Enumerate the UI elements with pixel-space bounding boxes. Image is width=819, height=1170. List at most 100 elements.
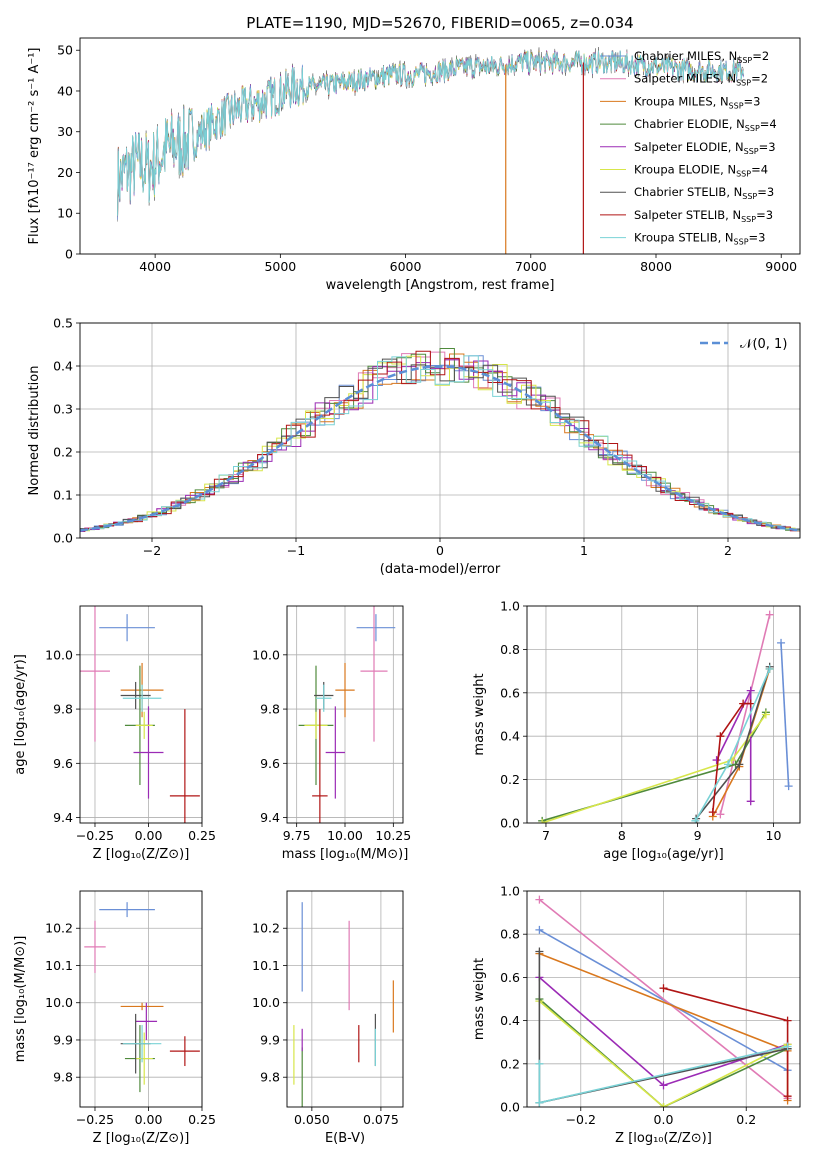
- weight-marker: [735, 760, 744, 769]
- y-tick-label: 0.4: [500, 1013, 520, 1028]
- weight-marker: [535, 925, 544, 934]
- x-tick-label: −0.25: [76, 1112, 114, 1127]
- weight-marker: [746, 699, 755, 708]
- y-tick-label: 0.0: [500, 816, 520, 831]
- y-tick-label: 40: [57, 83, 73, 98]
- panel-5: −0.25 0.00 0.25 9.8 9.9 10.0 10.1 10.2 Z [log₁₀(…: [13, 890, 216, 1146]
- x-tick-label: 0.2: [736, 1112, 756, 1127]
- y-tick-label: 0.4: [53, 359, 73, 374]
- legend-entry: Salpeter ELODIE, NSSP=3: [634, 140, 776, 156]
- x-tick-label: 9000: [765, 259, 797, 274]
- y-tick-label: 10.1: [252, 958, 280, 973]
- panel-0: 4000 5000 6000 7000 8000 9000 0 10 20 30 40 50 wavel…: [27, 37, 801, 293]
- x-axis-label: Z [log₁₀(Z/Z⊙)]: [93, 1131, 190, 1146]
- panel-4: 7 8 9 10 0.0 0.2 0.4 0.6 0.8 1.0 age [log₁₀(age/yr…: [472, 599, 801, 862]
- plot-area: [535, 895, 792, 1107]
- weight-line: [780, 642, 790, 787]
- y-tick-label: 0.2: [500, 1056, 520, 1071]
- axes-frame: [286, 890, 404, 1108]
- y-tick-label: 9.8: [53, 702, 73, 717]
- legend-entry: Kroupa MILES, NSSP=3: [634, 94, 760, 110]
- axes-frame: [79, 37, 801, 255]
- figure-title: PLATE=1190, MJD=52670, FIBERID=0065, z=0…: [246, 14, 633, 32]
- x-tick-label: 0.25: [188, 828, 216, 843]
- legend-entry: Chabrier MILES, NSSP=2: [634, 49, 769, 65]
- x-tick-label: 0.075: [363, 1112, 399, 1127]
- y-tick-label: 10.2: [252, 921, 280, 936]
- panel-2: −0.25 0.00 0.25 9.4 9.6 9.8 10.0 Z [log₁₀(Z/Z⊙)…: [13, 605, 216, 862]
- x-tick-label: 9.75: [283, 828, 311, 843]
- axes-frame: [79, 605, 203, 824]
- x-tick-label: 10.25: [375, 828, 411, 843]
- panel-3: 9.75 10.00 10.25 9.4 9.6 9.8 10.0 mass [log₁₀(M…: [252, 605, 411, 862]
- weight-marker: [691, 816, 700, 823]
- plot-area: [117, 46, 744, 254]
- y-tick-label: 0.8: [500, 927, 520, 942]
- legend-entry: Salpeter MILES, NSSP=2: [634, 72, 768, 88]
- y-tick-label: 50: [57, 43, 73, 58]
- weight-marker: [783, 1016, 792, 1025]
- y-tick-label: 10.0: [45, 995, 73, 1010]
- weight-line: [539, 929, 788, 1071]
- x-axis-label: E(B-V): [325, 1131, 365, 1146]
- y-tick-label: 0.8: [500, 642, 520, 657]
- y-tick-label: 30: [57, 124, 73, 139]
- weight-marker: [723, 760, 732, 769]
- x-tick-label: 0.00: [135, 828, 163, 843]
- x-tick-label: 7: [542, 828, 550, 843]
- y-axis-label: age [log₁₀(age/yr)]: [13, 654, 28, 775]
- spectrum-line: [117, 50, 744, 216]
- panel-6: 0.050 0.075 9.8 9.9 10.0 10.1 10.2 E(B-V): [252, 890, 404, 1146]
- y-tick-label: 9.9: [260, 1032, 280, 1047]
- x-tick-label: 9: [694, 828, 702, 843]
- legend-entry: Chabrier ELODIE, NSSP=4: [634, 117, 777, 133]
- x-tick-label: 0: [436, 543, 444, 558]
- y-tick-label: 10.2: [45, 921, 73, 936]
- weight-marker: [659, 1081, 668, 1090]
- x-axis-label: wavelength [Angstrom, rest frame]: [326, 278, 555, 293]
- y-tick-label: 9.6: [53, 756, 73, 771]
- y-tick-label: 9.4: [260, 810, 280, 825]
- weight-marker: [535, 1098, 544, 1107]
- weight-marker: [535, 947, 544, 956]
- weight-marker: [535, 1059, 544, 1068]
- y-tick-label: 0.5: [53, 316, 73, 331]
- x-tick-label: 4000: [139, 259, 171, 274]
- panel-7: −0.2 0.0 0.2 0.0 0.2 0.4 0.6 0.8 1.0 Z [log₁₀(Z/Z…: [472, 884, 801, 1146]
- y-tick-label: 10: [57, 206, 73, 221]
- x-tick-label: 10: [766, 828, 782, 843]
- y-tick-label: 9.8: [53, 1070, 73, 1085]
- weight-marker: [746, 797, 755, 806]
- y-tick-label: 0.6: [500, 685, 520, 700]
- weight-marker: [777, 638, 786, 647]
- x-tick-label: 6000: [390, 259, 422, 274]
- weight-marker: [765, 664, 774, 673]
- x-tick-label: 1: [580, 543, 588, 558]
- x-axis-label: age [log₁₀(age/yr)]: [603, 847, 724, 862]
- y-tick-label: 0: [65, 247, 73, 262]
- y-axis-label: Normed distribution: [27, 366, 42, 496]
- weight-marker: [716, 732, 725, 741]
- x-tick-label: 0.0: [654, 1112, 674, 1127]
- legend-entry: Kroupa ELODIE, NSSP=4: [634, 163, 768, 179]
- x-axis-label: Z [log₁₀(Z/Z⊙)]: [93, 847, 190, 862]
- plot-area: [80, 606, 200, 823]
- y-axis-label: mass weight: [472, 673, 487, 755]
- y-tick-label: 0.6: [500, 970, 520, 985]
- y-tick-label: 1.0: [500, 884, 520, 899]
- legend-entry: Chabrier STELIB, NSSP=3: [634, 185, 774, 201]
- weight-marker: [712, 756, 721, 765]
- weight-marker: [746, 686, 755, 695]
- y-tick-label: 0.1: [53, 488, 73, 503]
- plot-area: [80, 348, 800, 533]
- x-tick-label: −1: [287, 543, 305, 558]
- x-tick-label: 2: [724, 543, 732, 558]
- y-tick-label: 0.2: [53, 445, 73, 460]
- y-tick-label: 10.0: [45, 647, 73, 662]
- y-tick-label: 1.0: [500, 599, 520, 614]
- x-axis-label: (data-model)/error: [380, 562, 501, 577]
- y-tick-label: 9.8: [260, 702, 280, 717]
- y-tick-label: 9.8: [260, 1070, 280, 1085]
- y-tick-label: 10.0: [252, 995, 280, 1010]
